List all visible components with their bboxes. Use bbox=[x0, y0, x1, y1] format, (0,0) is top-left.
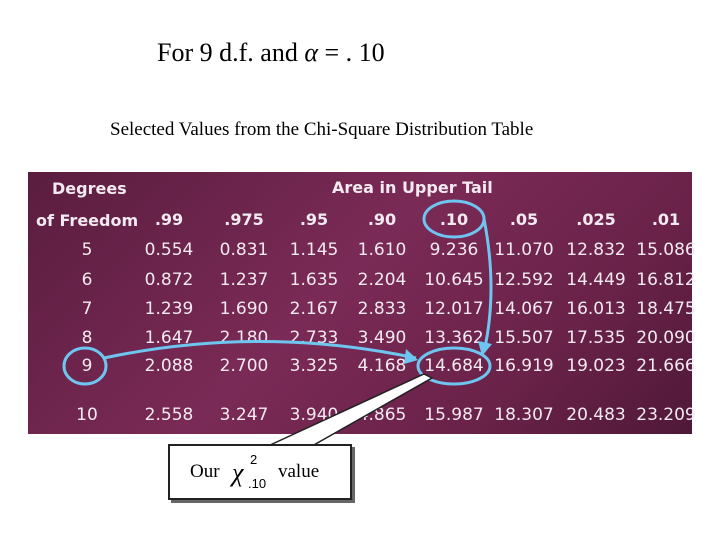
row-arrow bbox=[103, 340, 417, 360]
table-subtitle: Selected Values from the Chi-Square Dist… bbox=[110, 119, 534, 140]
table-cell: 13.362 bbox=[424, 328, 484, 348]
table-cell: 15.086 bbox=[636, 240, 696, 260]
table-cell: 2.833 bbox=[357, 299, 407, 319]
column-header: .90 bbox=[367, 210, 397, 229]
column-header: .10 bbox=[439, 210, 469, 229]
table-cell: 3.490 bbox=[357, 328, 407, 348]
header-area-upper-tail: Area in Upper Tail bbox=[332, 178, 493, 197]
table-cell: 1.239 bbox=[144, 299, 194, 319]
table-cell: 16.919 bbox=[494, 356, 554, 376]
table-cell: 17.535 bbox=[566, 328, 626, 348]
table-cell: 15.987 bbox=[424, 405, 484, 425]
heading-prefix: For 9 d.f. and bbox=[157, 38, 305, 67]
callout-value-label: value bbox=[278, 461, 320, 482]
table-cell: 0.872 bbox=[144, 270, 194, 290]
column-header: .99 bbox=[154, 210, 184, 229]
table-cell: 23.209 bbox=[636, 405, 696, 425]
chi-subscript: .10 bbox=[248, 476, 267, 491]
table-cell: 2.558 bbox=[144, 405, 194, 425]
table-cell: 16.812 bbox=[636, 270, 696, 290]
table-cell: 20.090 bbox=[636, 328, 696, 348]
table-cell: 3.247 bbox=[219, 405, 269, 425]
page-heading: For 9 d.f. and α = . 10 bbox=[157, 38, 385, 68]
column-arrow-head bbox=[478, 341, 492, 356]
table-cell: 16.013 bbox=[566, 299, 626, 319]
table-cell: 18.307 bbox=[494, 405, 554, 425]
table-cell: 14.067 bbox=[494, 299, 554, 319]
highlight-value-ring bbox=[416, 346, 492, 386]
chi-superscript: 2 bbox=[250, 452, 258, 467]
chi-square-table bbox=[28, 172, 692, 434]
table-cell: 1.635 bbox=[289, 270, 339, 290]
df-cell: 8 bbox=[81, 328, 93, 348]
table-cell: 1.647 bbox=[144, 328, 194, 348]
table-cell: 12.832 bbox=[566, 240, 626, 260]
table-cell: 2.700 bbox=[219, 356, 269, 376]
column-arrow bbox=[482, 218, 493, 353]
df-cell: 5 bbox=[81, 240, 93, 260]
table-cell: 1.145 bbox=[289, 240, 339, 260]
callout-our-label: Our bbox=[190, 461, 220, 482]
table-cell: 14.684 bbox=[424, 356, 484, 376]
table-cell: 12.017 bbox=[424, 299, 484, 319]
column-header: .025 bbox=[576, 210, 616, 229]
df-cell: 6 bbox=[81, 270, 93, 290]
df-cell: 10 bbox=[76, 405, 98, 425]
table-cell: 18.475 bbox=[636, 299, 696, 319]
column-header: .975 bbox=[224, 210, 264, 229]
df-cell: 7 bbox=[81, 299, 93, 319]
table-cell: 0.831 bbox=[219, 240, 269, 260]
header-degrees: Degrees bbox=[52, 179, 127, 198]
table-cell: 1.237 bbox=[219, 270, 269, 290]
table-cell: 3.325 bbox=[289, 356, 339, 376]
table-cell: 21.666 bbox=[636, 356, 696, 376]
heading-suffix: = . 10 bbox=[317, 38, 385, 67]
table-cell: 2.167 bbox=[289, 299, 339, 319]
table-cell: 20.483 bbox=[566, 405, 626, 425]
column-header: .05 bbox=[509, 210, 539, 229]
header-degrees-of-freedom: of Freedom bbox=[36, 211, 139, 230]
column-header: .95 bbox=[299, 210, 329, 229]
highlight-col-10-ring bbox=[422, 199, 486, 239]
table-cell: 11.070 bbox=[494, 240, 554, 260]
highlight-df-9-ring bbox=[62, 346, 108, 386]
table-cell: 2.204 bbox=[357, 270, 407, 290]
alpha-symbol: α bbox=[304, 38, 318, 67]
row-arrow-head bbox=[404, 349, 418, 364]
chi-square-callout: Our χ 2 .10 value bbox=[168, 444, 352, 500]
table-cell: 4.168 bbox=[357, 356, 407, 376]
table-cell: 14.449 bbox=[566, 270, 626, 290]
table-cell: 9.236 bbox=[429, 240, 479, 260]
df-cell: 9 bbox=[81, 356, 93, 376]
table-cell: 19.023 bbox=[566, 356, 626, 376]
callout-pointer bbox=[267, 373, 434, 447]
table-cell: 0.554 bbox=[144, 240, 194, 260]
table-cell: 15.507 bbox=[494, 328, 554, 348]
table-cell: 10.645 bbox=[424, 270, 484, 290]
table-cell: 1.690 bbox=[219, 299, 269, 319]
column-header: .01 bbox=[651, 210, 681, 229]
table-cell: 12.592 bbox=[494, 270, 554, 290]
chi-symbol: χ bbox=[232, 458, 244, 487]
table-cell: 2.088 bbox=[144, 356, 194, 376]
table-cell: 1.610 bbox=[357, 240, 407, 260]
